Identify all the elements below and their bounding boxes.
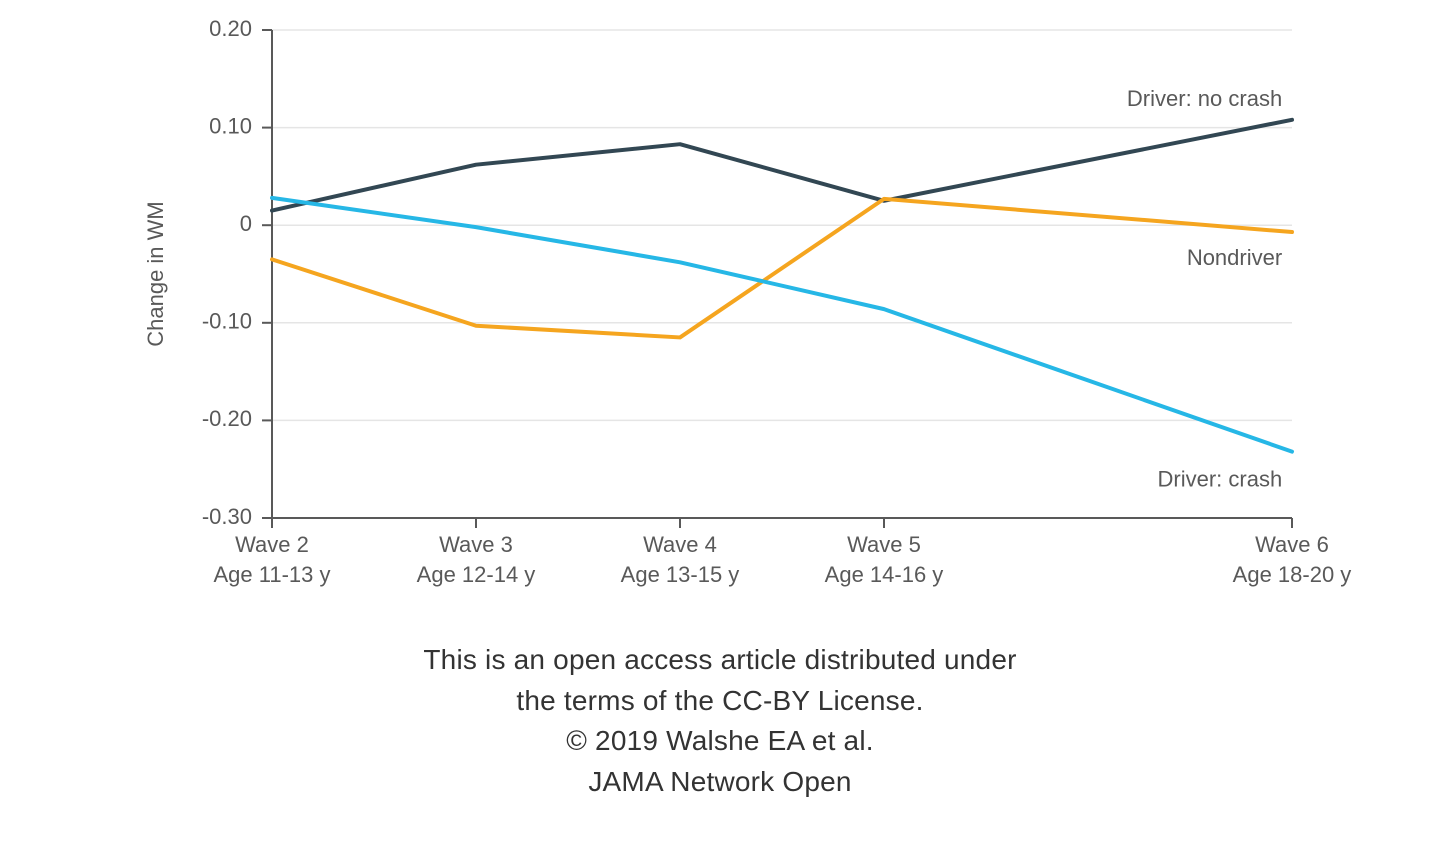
caption-line-3: © 2019 Walshe EA et al. [0, 721, 1440, 762]
chart-svg: 0.20 0.10 0 -0.10 -0.20 -0.30 Change in WM Wave… [0, 0, 1440, 600]
svg-text:Wave 5: Wave 5 [847, 532, 921, 557]
svg-text:0.20: 0.20 [209, 16, 252, 41]
svg-text:0.10: 0.10 [209, 113, 252, 138]
line-chart: 0.20 0.10 0 -0.10 -0.20 -0.30 Change in WM Wave… [0, 0, 1440, 600]
svg-text:Driver: crash: Driver: crash [1158, 467, 1283, 492]
caption-line-2: the terms of the CC-BY License. [0, 681, 1440, 722]
svg-text:Wave 3: Wave 3 [439, 532, 513, 557]
svg-text:Age 14-16 y: Age 14-16 y [825, 562, 944, 587]
svg-text:Age 13-15 y: Age 13-15 y [621, 562, 740, 587]
svg-text:-0.30: -0.30 [202, 504, 252, 529]
svg-text:Wave 4: Wave 4 [643, 532, 717, 557]
svg-text:Wave 6: Wave 6 [1255, 532, 1329, 557]
svg-text:-0.10: -0.10 [202, 309, 252, 334]
svg-text:Age 12-14 y: Age 12-14 y [417, 562, 536, 587]
caption-line-4: JAMA Network Open [0, 762, 1440, 803]
svg-text:Driver: no crash: Driver: no crash [1127, 86, 1282, 111]
caption-line-1: This is an open access article distribut… [0, 640, 1440, 681]
caption-block: This is an open access article distribut… [0, 640, 1440, 802]
svg-text:0: 0 [240, 211, 252, 236]
svg-text:Age 18-20 y: Age 18-20 y [1233, 562, 1352, 587]
svg-text:Age 11-13 y: Age 11-13 y [213, 562, 330, 587]
svg-text:Nondriver: Nondriver [1187, 245, 1282, 270]
svg-text:Change in WM: Change in WM [143, 201, 168, 347]
svg-text:Wave 2: Wave 2 [235, 532, 309, 557]
svg-text:-0.20: -0.20 [202, 406, 252, 431]
